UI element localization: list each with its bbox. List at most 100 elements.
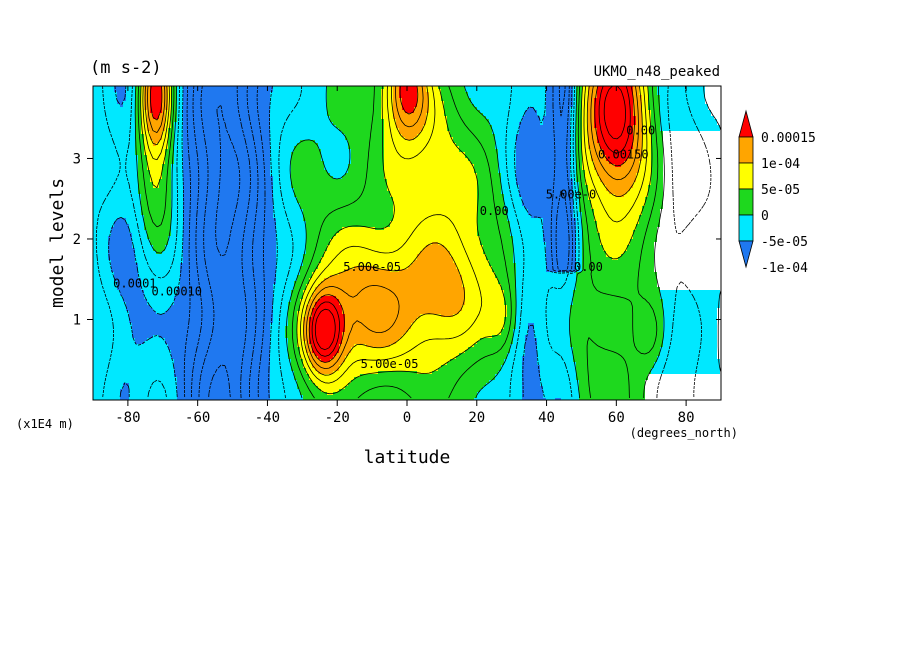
field-cell (183, 254, 276, 257)
field-cell (543, 221, 576, 224)
field-cell (582, 254, 606, 257)
field-cell (147, 167, 162, 170)
field-cell (183, 194, 273, 197)
field-cell (402, 134, 417, 137)
field-cell (183, 155, 270, 158)
field-cell (597, 140, 633, 143)
field-cell (516, 149, 570, 152)
field-cell (642, 113, 651, 116)
field-cell (600, 236, 633, 239)
field-cell (513, 245, 546, 248)
field-cell (303, 215, 393, 218)
field-cell (576, 131, 582, 134)
field-cell (150, 170, 162, 173)
field-cell (570, 338, 663, 341)
field-cell (384, 173, 477, 176)
field-cell (144, 341, 165, 344)
field-cell (126, 308, 153, 311)
field-cell (294, 371, 306, 374)
field-cell (273, 185, 291, 188)
field-cell (579, 395, 645, 398)
field-cell (540, 122, 543, 125)
field-cell (462, 278, 498, 281)
field-cell (417, 134, 450, 137)
field-cell (183, 107, 270, 110)
field-cell (309, 353, 315, 356)
field-cell (663, 299, 720, 302)
x-tick-label: -80 (115, 410, 140, 426)
field-cell (504, 197, 522, 200)
field-cell (93, 221, 114, 224)
field-cell (93, 224, 114, 227)
field-cell (525, 344, 537, 347)
field-cell (501, 173, 516, 176)
field-cell (93, 293, 120, 296)
field-cell (273, 209, 303, 212)
field-cell (504, 320, 516, 323)
field-cell (429, 107, 444, 110)
field-cell (177, 290, 273, 293)
field-cell (573, 302, 663, 305)
field-cell (465, 152, 498, 155)
field-cell (570, 329, 663, 332)
field-cell (93, 107, 135, 110)
field-cell (174, 146, 183, 149)
field-cell (471, 161, 498, 164)
colorbar-label: 5e-05 (761, 183, 800, 198)
field-cell (165, 122, 171, 125)
field-cell (177, 380, 270, 383)
field-cell (360, 374, 495, 377)
field-cell (516, 167, 570, 170)
field-cell (270, 329, 285, 332)
field-cell (660, 110, 711, 113)
field-cell (150, 239, 168, 242)
field-cell (93, 356, 171, 359)
field-cell (114, 221, 126, 224)
field-cell (111, 269, 138, 272)
field-cell (501, 287, 516, 290)
field-cell (339, 128, 384, 131)
colorbar-label: -5e-05 (761, 235, 808, 250)
field-cell (504, 317, 516, 320)
field-cell (570, 116, 576, 119)
field-cell (384, 140, 453, 143)
field-cell (306, 308, 312, 311)
contour-line (311, 86, 631, 357)
field-cell (393, 101, 402, 104)
field-cell (270, 359, 291, 362)
field-cell (600, 143, 633, 146)
field-cell (516, 134, 570, 137)
y-tick-label: 1 (73, 312, 81, 328)
field-cell (342, 305, 462, 308)
field-cell (639, 164, 651, 167)
field-cell (297, 278, 309, 281)
field-cell (138, 158, 147, 161)
field-cell (576, 248, 582, 251)
field-cell (579, 398, 645, 400)
field-cell (381, 110, 393, 113)
field-cell (174, 161, 183, 164)
field-cell (342, 308, 462, 311)
field-cell (582, 263, 654, 266)
field-cell (429, 95, 441, 98)
field-cell (585, 173, 597, 176)
field-cell (522, 365, 540, 368)
field-cell (270, 164, 291, 167)
field-cell (597, 173, 636, 176)
field-cell (573, 203, 579, 206)
y-axis-units: (x1E4 m) (16, 417, 74, 431)
field-cell (642, 95, 648, 98)
field-cell (633, 236, 657, 239)
field-cell (573, 299, 663, 302)
field-cell (453, 140, 495, 143)
field-cell (108, 257, 135, 260)
field-cell (291, 293, 303, 296)
field-cell (522, 380, 540, 383)
field-cell (183, 110, 270, 113)
field-cell (534, 335, 570, 338)
field-cell (153, 116, 159, 119)
field-cell (660, 122, 717, 125)
field-cell (597, 230, 633, 233)
field-cell (150, 137, 162, 140)
